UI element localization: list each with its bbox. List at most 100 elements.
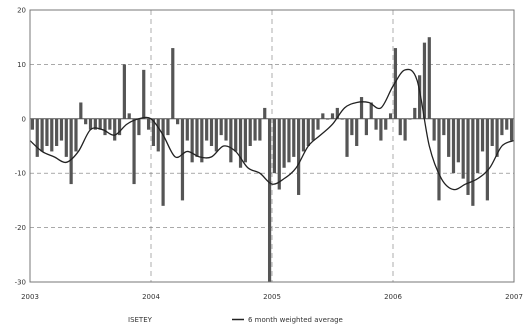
bar xyxy=(311,118,315,141)
x-tick-labels: 2003 2004 2005 2006 2007 xyxy=(21,293,523,301)
bar xyxy=(388,113,393,119)
bar xyxy=(224,118,228,141)
bar xyxy=(234,118,238,152)
bar xyxy=(422,42,427,119)
y-tick-label: -20 xyxy=(15,224,26,232)
bar xyxy=(297,118,301,195)
weighted-average-line xyxy=(29,68,515,191)
bar xyxy=(490,118,494,146)
bar xyxy=(359,97,364,119)
line-series xyxy=(29,68,515,191)
bar xyxy=(495,118,499,157)
bar xyxy=(350,118,354,136)
bar xyxy=(466,118,470,195)
bar xyxy=(132,118,136,185)
bar xyxy=(509,118,514,141)
bar xyxy=(476,118,480,174)
bar xyxy=(108,118,112,130)
bar xyxy=(364,118,368,136)
bar xyxy=(418,75,422,119)
bar xyxy=(166,118,170,136)
bar xyxy=(345,118,349,157)
bar xyxy=(267,118,272,282)
bar xyxy=(98,118,102,130)
bar xyxy=(432,118,436,141)
bar xyxy=(330,113,335,119)
bar xyxy=(272,118,277,174)
bar xyxy=(413,107,417,119)
bar xyxy=(219,118,223,136)
y-tick-label: 10 xyxy=(17,61,26,69)
bar xyxy=(176,118,180,125)
bar xyxy=(374,118,378,130)
bar xyxy=(151,118,156,146)
x-tick-label: 2007 xyxy=(505,293,523,301)
bar xyxy=(398,118,402,136)
bar xyxy=(292,118,296,157)
bar xyxy=(103,118,107,136)
bar-series xyxy=(30,37,514,282)
y-tick-label: -30 xyxy=(15,279,26,287)
bar xyxy=(214,118,218,152)
bar xyxy=(209,118,214,146)
bar xyxy=(137,118,141,136)
bar xyxy=(326,118,330,120)
x-tick-label: 2003 xyxy=(21,293,39,301)
bar xyxy=(253,118,257,141)
bar xyxy=(40,118,44,152)
bar xyxy=(171,48,175,119)
bar xyxy=(117,118,122,136)
x-tick-label: 2005 xyxy=(263,293,281,301)
bar xyxy=(113,118,117,141)
bar xyxy=(306,118,310,146)
bar xyxy=(185,118,189,141)
bar xyxy=(277,118,281,190)
bar xyxy=(461,118,465,179)
bar xyxy=(195,118,199,157)
bar xyxy=(393,48,398,119)
bar xyxy=(282,118,286,168)
bar xyxy=(200,118,204,163)
legend-label-bars: ISETEY xyxy=(128,316,153,324)
bar xyxy=(122,64,126,119)
bar xyxy=(427,37,431,119)
bar xyxy=(79,102,83,119)
bar xyxy=(180,118,185,201)
bar xyxy=(45,118,49,146)
bar xyxy=(287,118,291,163)
bar xyxy=(442,118,446,136)
bar xyxy=(451,118,456,174)
bar xyxy=(447,118,451,157)
bar xyxy=(316,118,320,130)
bar xyxy=(64,118,68,157)
bar xyxy=(258,118,262,141)
bar xyxy=(471,118,475,206)
bar xyxy=(500,118,504,136)
legend-label-line: 6 month weighted average xyxy=(248,316,343,324)
bar xyxy=(84,118,88,125)
bar xyxy=(238,118,243,168)
y-tick-labels: 20 10 0 -10 -20 -30 xyxy=(15,7,26,287)
bar xyxy=(50,118,54,152)
bar xyxy=(59,118,64,141)
bar xyxy=(485,118,489,201)
bar xyxy=(190,118,194,163)
bar xyxy=(205,118,209,141)
bar xyxy=(243,118,247,163)
bar xyxy=(142,69,146,119)
bar xyxy=(384,118,388,130)
bar xyxy=(321,113,325,119)
bar xyxy=(369,102,373,119)
bar xyxy=(74,118,78,152)
x-tick-label: 2006 xyxy=(384,293,402,301)
bar xyxy=(146,118,151,130)
legend: ISETEY 6 month weighted average xyxy=(128,316,343,324)
x-tick-label: 2004 xyxy=(142,293,160,301)
bar xyxy=(69,118,73,185)
bar xyxy=(55,118,59,146)
bar xyxy=(505,118,509,130)
bar xyxy=(408,118,412,120)
bar xyxy=(301,118,306,152)
bar xyxy=(127,113,131,119)
bar xyxy=(30,118,35,130)
